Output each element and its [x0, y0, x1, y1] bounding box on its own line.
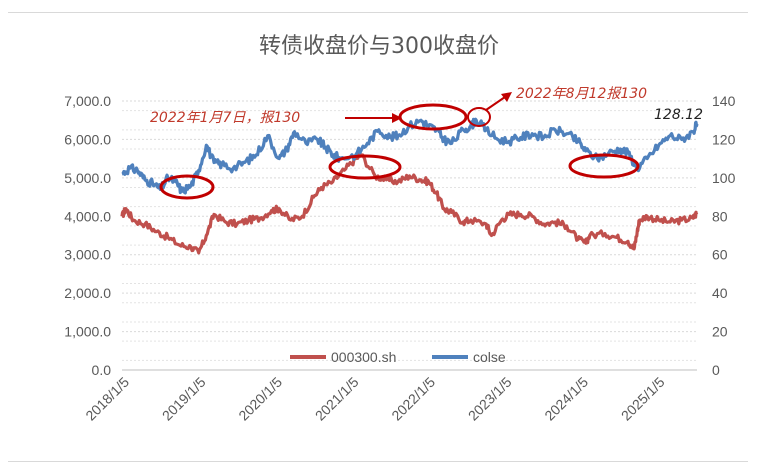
y-right-tick-label: 20	[712, 324, 728, 340]
highlight-circle-2024	[568, 153, 640, 179]
y-right-tick-label: 0	[712, 362, 720, 378]
x-tick-label: 2021/1/5	[312, 374, 362, 424]
highlight-circle-2022-aug	[467, 107, 491, 127]
y-right-tick-label: 60	[712, 247, 728, 263]
y-right-tick-label: 40	[712, 285, 728, 301]
arrow-2022-aug-head	[501, 92, 512, 102]
x-tick-label: 2022/1/5	[388, 374, 438, 424]
x-tick-label: 2018/1/5	[82, 374, 132, 424]
legend-label-000300: 000300.sh	[331, 349, 396, 365]
legend: 000300.sh colse	[290, 349, 506, 365]
x-tick-label: 2019/1/5	[159, 374, 209, 424]
arrow-2022-jan-head	[392, 113, 402, 123]
tick-layer: 0.0 1,000.0 2,000.0 3,000.0 4,000.0 5,000.0 6,…	[64, 93, 735, 424]
y-left-tick-label: 0.0	[92, 362, 112, 378]
x-tick-label: 2025/1/5	[618, 374, 668, 424]
grid-layer	[122, 100, 697, 371]
y-left-tick-label: 6,000.0	[64, 131, 111, 147]
series-line-colse	[121, 117, 699, 195]
top-border-line	[8, 12, 748, 13]
annotation-2022-jan: 2022年1月7日，报130	[150, 110, 300, 126]
x-tick-label: 2024/1/5	[541, 374, 591, 424]
series-layer	[120, 117, 699, 255]
arrow-2022-aug-line	[485, 96, 506, 111]
x-tick-label: 2023/1/5	[465, 374, 515, 424]
highlight-circle-2019	[159, 174, 215, 200]
y-left-tick-label: 5,000.0	[64, 170, 111, 186]
y-right-tick-label: 100	[712, 170, 736, 186]
y-left-tick-label: 1,000.0	[64, 324, 111, 340]
y-left-tick-label: 2,000.0	[64, 285, 111, 301]
legend-label-colse: colse	[473, 349, 506, 365]
chart-title: 转债收盘价与300收盘价	[259, 34, 499, 59]
highlight-circle-2021	[328, 154, 402, 180]
x-tick-label: 2020/1/5	[235, 374, 285, 424]
y-right-tick-label: 140	[712, 93, 736, 109]
y-left-tick-label: 4,000.0	[64, 208, 111, 224]
y-left-tick-label: 3,000.0	[64, 247, 111, 263]
annotation-layer: 2022年1月7日，报130 2022年8月12报130 128.12	[150, 86, 703, 200]
annotation-2022-aug: 2022年8月12报130	[516, 86, 647, 102]
annotation-last-value: 128.12	[654, 107, 703, 123]
bottom-border-line	[8, 461, 748, 462]
y-right-tick-label: 120	[712, 131, 736, 147]
series-line-000300	[120, 153, 699, 255]
y-right-tick-label: 80	[712, 208, 728, 224]
y-left-tick-label: 7,000.0	[64, 93, 111, 109]
